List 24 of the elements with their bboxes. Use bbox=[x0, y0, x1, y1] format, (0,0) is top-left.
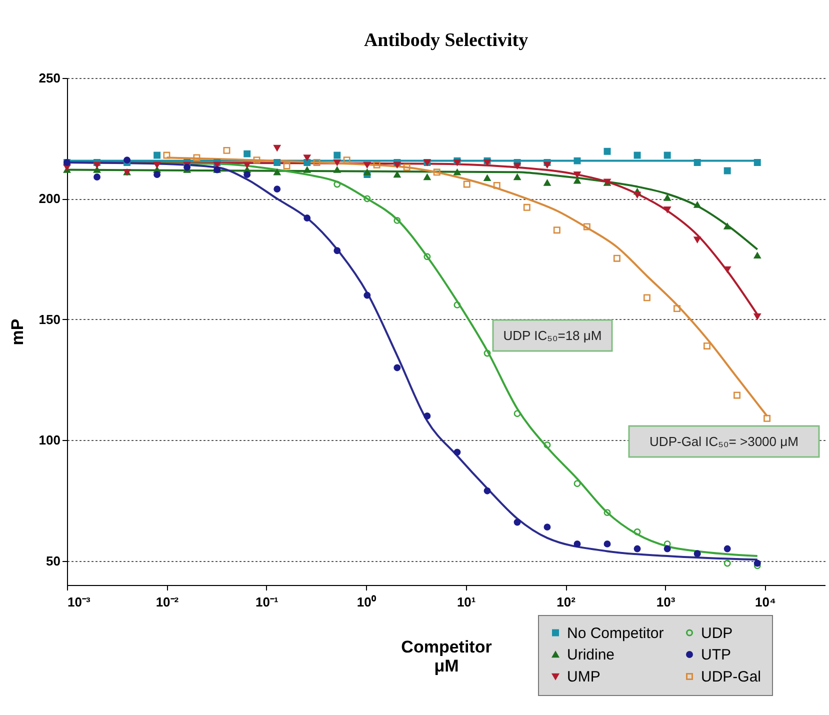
x-tick-label: 10³ bbox=[656, 594, 676, 610]
x-tick-label: 10⁰ bbox=[356, 594, 376, 610]
legend-label: No Competitor bbox=[567, 624, 664, 642]
x-tick-label: 10⁴ bbox=[755, 594, 776, 610]
y-tick-label: 150 bbox=[38, 312, 60, 327]
y-axis-title: mP bbox=[8, 318, 27, 346]
legend-label: UDP-Gal bbox=[701, 668, 762, 686]
legend-label: Uridine bbox=[567, 646, 615, 664]
x-tick-label: 10⁻² bbox=[156, 594, 180, 610]
annotation: UDP IC₅₀=18 μM bbox=[503, 328, 602, 343]
x-axis-title: Competitor μM bbox=[401, 638, 492, 676]
annotation: UDP-Gal IC₅₀= >3000 μM bbox=[650, 434, 798, 449]
legend-label: UTP bbox=[701, 646, 731, 664]
chart-title: Antibody Selectivity bbox=[364, 30, 529, 51]
legend-label: UDP bbox=[701, 624, 733, 642]
y-tick-label: 50 bbox=[46, 553, 60, 568]
x-tick-label: 10¹ bbox=[456, 594, 476, 610]
y-tick-label: 100 bbox=[38, 432, 60, 448]
x-tick-label: 10² bbox=[556, 594, 576, 610]
legend-label: UMP bbox=[567, 668, 600, 686]
y-tick-label: 250 bbox=[38, 70, 60, 86]
y-tick-label: 200 bbox=[38, 191, 60, 206]
x-tick-label: 10⁻³ bbox=[68, 594, 91, 610]
x-tick-label: 10⁻¹ bbox=[256, 594, 278, 610]
